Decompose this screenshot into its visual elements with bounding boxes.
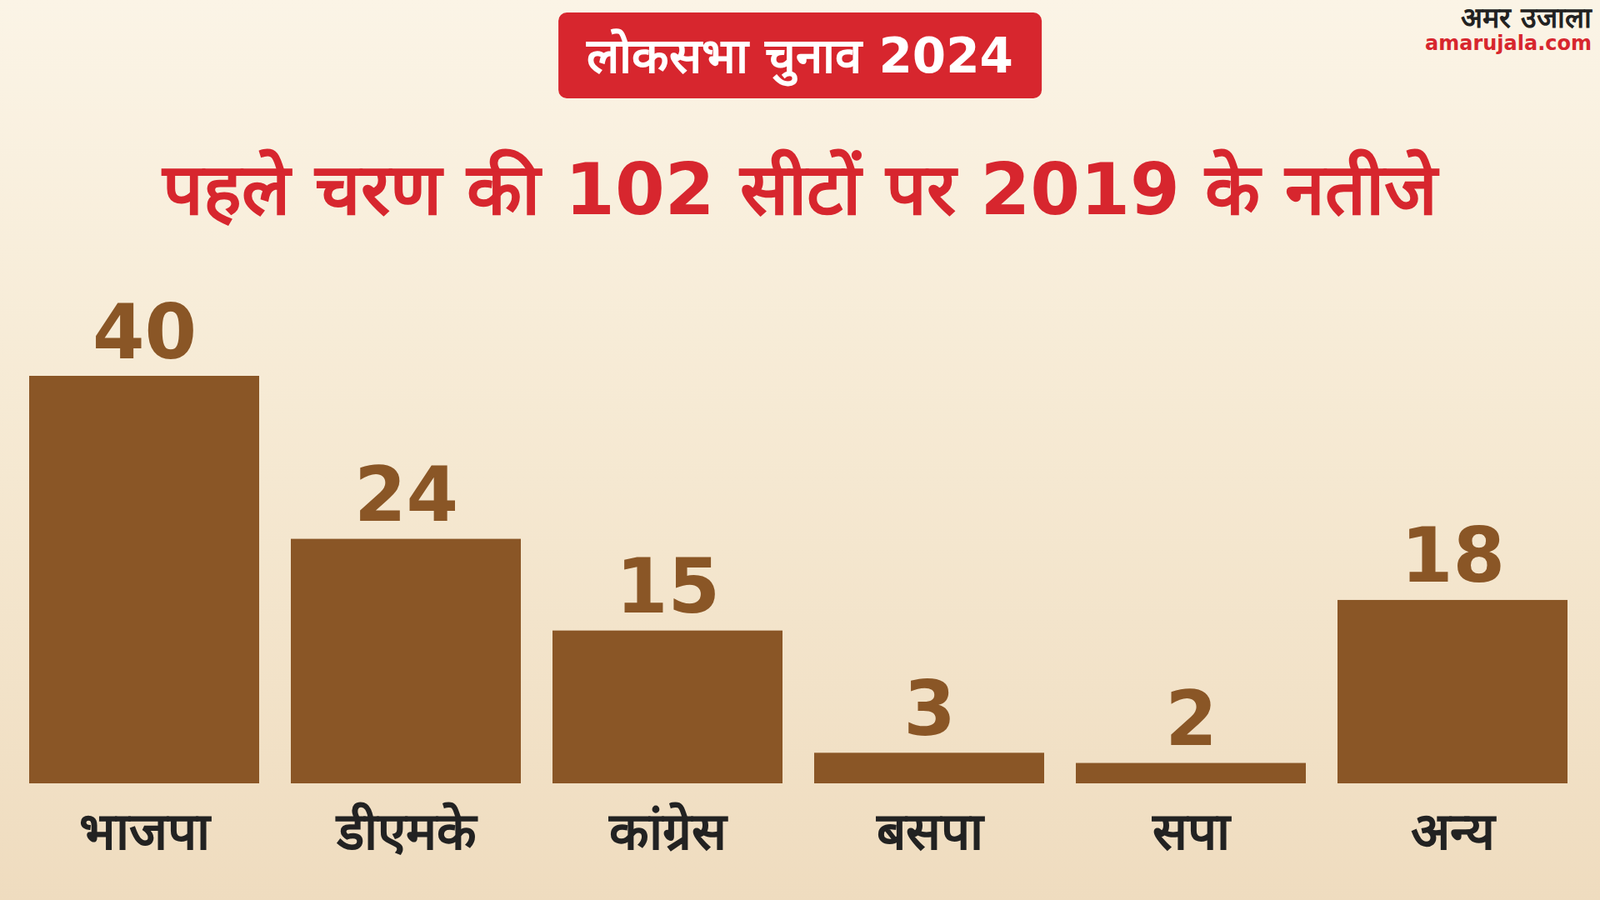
html-text:लोकसभा चुनाव 2024: लोकसभा चुनाव 2024 [586, 27, 1014, 85]
svg-text:3: 3 [903, 665, 956, 753]
svg-text:डीएमके: डीएमके [335, 800, 479, 862]
html-text:amarujala.com: amarujala.com [1425, 31, 1592, 55]
svg-text:40: 40 [92, 288, 197, 376]
svg-text:सपा: सपा [1151, 800, 1232, 862]
svg-text:15: 15 [615, 542, 720, 630]
svg-text:भाजपा: भाजपा [79, 800, 212, 862]
svg-text:2: 2 [1165, 675, 1218, 763]
html-text:अमर उजाला: अमर उजाला [1461, 0, 1592, 35]
svg-text:बसपा: बसपा [875, 800, 985, 862]
svg-text:अन्य: अन्य [1410, 800, 1497, 862]
html-text:पहले चरण की 102 सीटों पर 2019: पहले चरण की 102 सीटों पर 2019 के नतीजे [162, 147, 1438, 231]
svg-text:18: 18 [1400, 511, 1505, 600]
svg-text:कांग्रेस: कांग्रेस [608, 800, 729, 862]
svg-text:24: 24 [354, 450, 459, 539]
